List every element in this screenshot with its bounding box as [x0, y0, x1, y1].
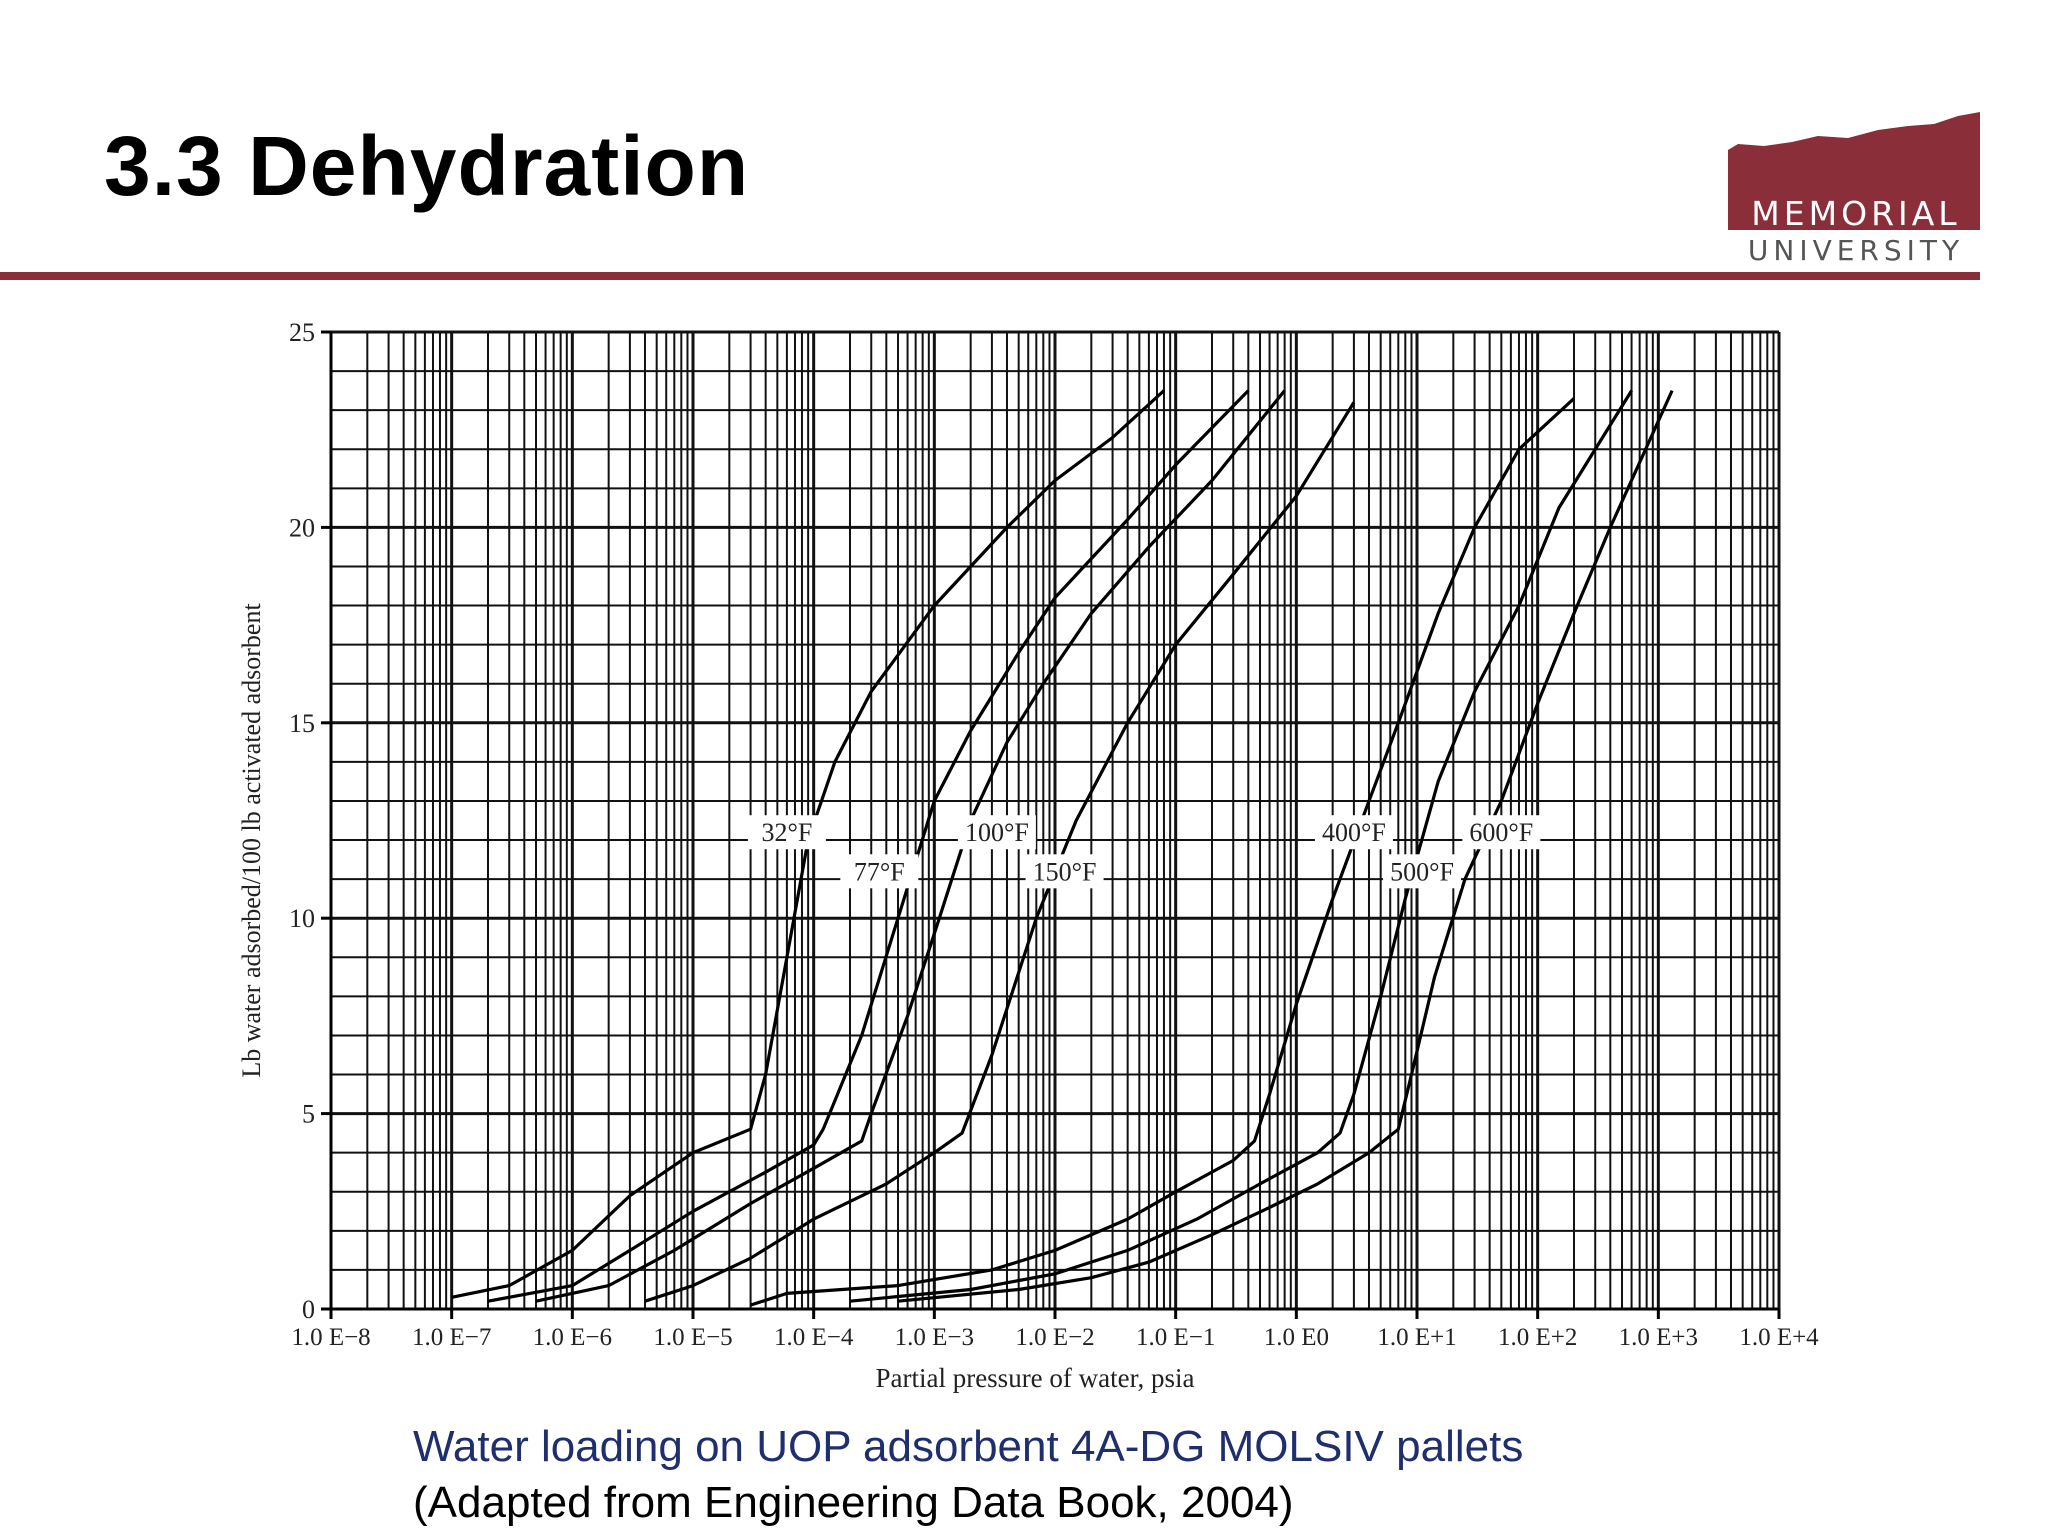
axes: 1.0 E−8 1.0 E−7 1.0 E−6 1.0 E−5 1.0 E−4 1.0 E…	[237, 318, 1819, 1393]
y-tick-label: 25	[289, 318, 315, 347]
x-tick-label: 1.0 E+2	[1498, 1324, 1577, 1351]
y-tick-label: 15	[289, 709, 315, 738]
series-label: 600°F	[1469, 818, 1533, 847]
series-label-bg	[1025, 854, 1104, 889]
series-line	[750, 397, 1576, 1307]
x-axis-title: Partial pressure of water, psia	[875, 1363, 1194, 1393]
logo-wordmark: MEMORIAL	[1751, 194, 1961, 233]
x-tick-label: 1.0 E−5	[653, 1324, 732, 1351]
series-label-bg	[1314, 815, 1393, 850]
y-tick-label: 5	[302, 1100, 315, 1129]
x-tick-label: 1.0 E−7	[412, 1324, 491, 1351]
y-tick-label: 0	[302, 1295, 315, 1324]
series-line	[644, 401, 1356, 1303]
series-label-bg	[747, 815, 826, 850]
series-line	[487, 389, 1250, 1303]
series-label: 500°F	[1390, 857, 1454, 886]
series-label-bg	[957, 815, 1036, 850]
x-tick-label: 1.0 E−2	[1015, 1324, 1094, 1351]
x-tick-label: 1.0 E−4	[774, 1324, 854, 1351]
series-label: 400°F	[1322, 818, 1386, 847]
y-axis-title: Lb water adsorbed/100 lb activated adsor…	[237, 603, 266, 1078]
water-loading-chart: 32°F 77°F 100°F 150°F 400°F 500°F 600°F 1.0 E−…	[200, 300, 1860, 1420]
series-line	[849, 389, 1633, 1303]
series-label-bg	[1462, 815, 1541, 850]
x-tick-label: 1.0 E−6	[533, 1324, 612, 1351]
series-lines	[451, 389, 1674, 1307]
x-tick-label: 1.0 E+1	[1377, 1324, 1456, 1351]
header-divider	[0, 272, 1980, 280]
x-tick-label: 1.0 E−1	[1136, 1324, 1215, 1351]
logo-subword: UNIVERSITY	[1747, 234, 1965, 267]
logo-banner	[1728, 112, 1980, 230]
y-tick-label: 20	[289, 513, 315, 542]
series-label-bg	[840, 854, 919, 889]
figure-caption: Water loading on UOP adsorbent 4A-DG MOL…	[413, 1422, 1524, 1471]
grid	[329, 330, 1781, 1311]
slide-title: 3.3 Dehydration	[104, 119, 750, 213]
series-label: 77°F	[854, 857, 905, 886]
university-logo	[1728, 112, 1980, 236]
series-label: 32°F	[761, 818, 812, 847]
series-label: 100°F	[965, 818, 1029, 847]
x-tick-label: 1.0 E−8	[291, 1324, 370, 1351]
series-line	[897, 389, 1674, 1303]
series-label-bg	[1382, 854, 1461, 889]
x-tick-label: 1.0 E+3	[1619, 1324, 1698, 1351]
series-line	[451, 389, 1166, 1299]
y-tick-label: 10	[289, 904, 315, 933]
logo-gap	[1728, 230, 1980, 236]
x-tick-label: 1.0 E0	[1264, 1324, 1329, 1351]
x-tick-label: 1.0 E−3	[895, 1324, 974, 1351]
figure-source: (Adapted from Engineering Data Book, 200…	[413, 1478, 1294, 1527]
x-tick-label: 1.0 E+4	[1739, 1324, 1819, 1351]
series-line	[535, 389, 1286, 1303]
series-label: 150°F	[1033, 857, 1097, 886]
